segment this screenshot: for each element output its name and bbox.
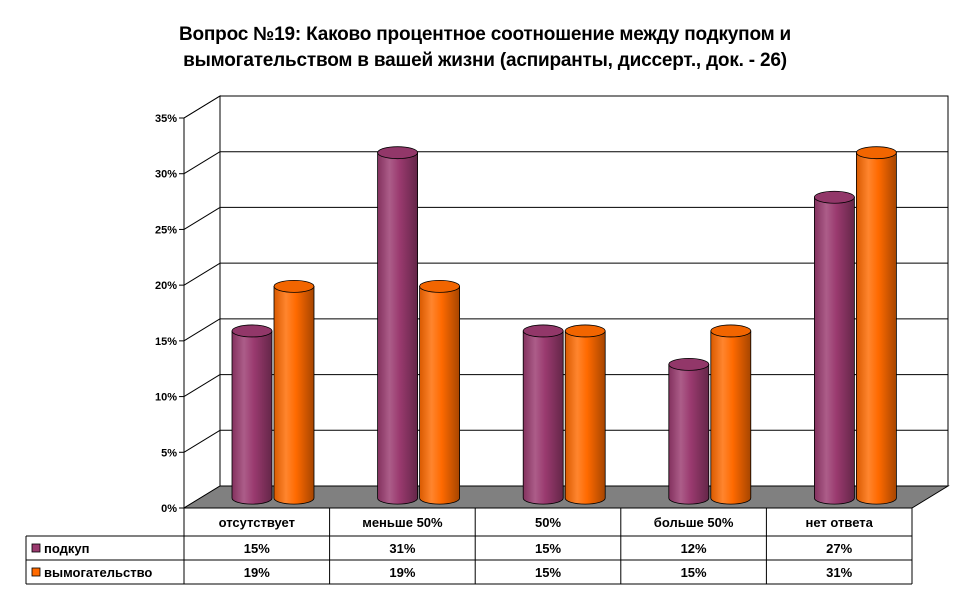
- category-label: больше 50%: [654, 515, 734, 530]
- table-value: 12%: [681, 541, 707, 556]
- table-value: 31%: [389, 541, 415, 556]
- gridline-side: [183, 262, 221, 286]
- y-tick-label: 20%: [155, 280, 177, 292]
- y-tick-label: 10%: [155, 392, 177, 404]
- gridline-side: [183, 374, 221, 397]
- gridline-side: [183, 429, 221, 453]
- chart-bars: [231, 146, 897, 505]
- legend-swatch: [31, 567, 41, 577]
- table-value: 15%: [244, 541, 270, 556]
- table-value: 15%: [535, 565, 561, 580]
- legend-label: вымогательство: [44, 565, 152, 580]
- bar-top: [231, 324, 273, 338]
- bar-vymogatelstvo: [419, 285, 460, 505]
- y-tick-label: 15%: [155, 336, 177, 348]
- gridline-side: [183, 151, 221, 175]
- bar-podkup: [522, 330, 564, 505]
- bar-top: [419, 279, 461, 293]
- bar-vymogatelstvo: [856, 152, 897, 505]
- bar-vymogatelstvo: [710, 330, 752, 505]
- bar-top: [710, 324, 752, 338]
- table-value: 15%: [681, 565, 707, 580]
- chart-title: Вопрос №19: Каково процентное соотношени…: [0, 22, 970, 74]
- y-tick-label: 30%: [155, 169, 177, 181]
- legend-label: подкуп: [44, 541, 89, 556]
- data-table: отсутствует меньше 50% 50% больше 50% нет от…: [25, 507, 913, 585]
- y-tick-label: 35%: [155, 113, 177, 125]
- table-value: 15%: [535, 541, 561, 556]
- table-value: 19%: [244, 565, 270, 580]
- side-wall: [183, 95, 221, 509]
- gridline-side: [183, 318, 221, 342]
- table-value: 27%: [826, 541, 852, 556]
- y-axis-ticks: 0% 5% 10% 15% 20% 25% 30% 35%: [155, 113, 184, 515]
- bar-vymogatelstvo: [564, 330, 606, 505]
- bar-podkup: [231, 330, 273, 505]
- category-label: меньше 50%: [362, 515, 443, 530]
- gridline-side: [183, 207, 221, 230]
- category-label: нет ответа: [806, 515, 874, 530]
- bar-podkup: [814, 196, 855, 505]
- bar-top: [856, 146, 897, 160]
- bar-podkup: [668, 363, 710, 505]
- bar-top: [668, 357, 710, 371]
- legend-swatch: [31, 543, 41, 553]
- category-label: 50%: [535, 515, 561, 530]
- chart-title-line-1: Вопрос №19: Каково процентное соотношени…: [178, 24, 792, 45]
- bar-top: [814, 190, 855, 204]
- bar-top: [564, 324, 606, 338]
- table-value: 31%: [826, 565, 852, 580]
- y-tick-label: 25%: [155, 224, 177, 236]
- bar-top: [273, 279, 315, 293]
- gridline-side: [183, 95, 221, 119]
- category-label: отсутствует: [219, 515, 295, 530]
- bar-vymogatelstvo: [273, 285, 315, 505]
- chart-title-line-2: вымогательством в вашей жизни (аспиранты…: [183, 50, 787, 71]
- table-value: 19%: [389, 565, 415, 580]
- bar-podkup: [377, 152, 418, 505]
- y-tick-label: 5%: [161, 447, 177, 459]
- bar-top: [522, 324, 564, 338]
- bar-top: [377, 146, 419, 160]
- y-tick-label: 0%: [161, 503, 177, 515]
